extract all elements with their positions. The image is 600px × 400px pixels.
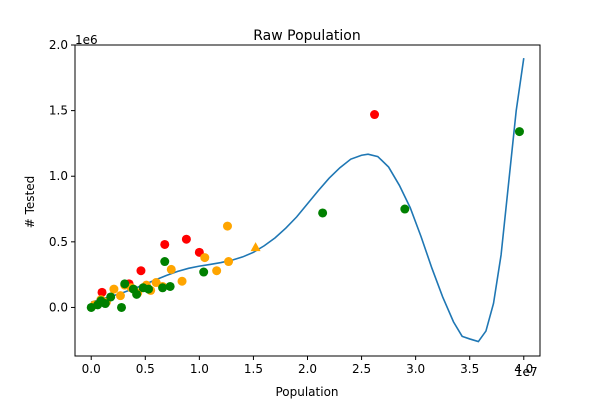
data-point-s3-p6 (120, 279, 130, 289)
data-point-s0-p2 (136, 266, 146, 276)
x-tick-label-7: 3.5 (460, 362, 479, 376)
data-point-s1-p4 (115, 291, 125, 301)
x-tick-label-1: 0.5 (136, 362, 155, 376)
data-point-s1-p15 (212, 266, 222, 276)
data-point-s1-p14 (200, 253, 210, 263)
data-point-s0-p3 (160, 239, 170, 249)
data-point-s1-p3 (109, 284, 119, 294)
data-point-s0-p0 (97, 287, 107, 297)
data-point-s0-p4 (181, 234, 191, 244)
data-point-s2-p0 (250, 242, 261, 252)
x-tick-label-6: 3.0 (406, 362, 425, 376)
data-point-s3-p4 (106, 292, 116, 302)
y-tick-label-3: 1.5 (49, 104, 68, 118)
data-point-s3-p13 (165, 281, 175, 291)
x-tick-label-0: 0.0 (82, 362, 101, 376)
data-point-s3-p12 (160, 257, 170, 267)
data-point-s3-p10 (144, 284, 154, 294)
x-tick-label-2: 1.0 (190, 362, 209, 376)
x-offset-label: 1e7 (515, 365, 538, 379)
data-point-s3-p14 (199, 267, 209, 277)
y-offset-label: 1e6 (75, 33, 98, 47)
data-point-s3-p3 (100, 299, 110, 309)
data-point-s3-p16 (400, 204, 410, 214)
data-point-s1-p16 (224, 257, 234, 267)
data-point-s1-p17 (222, 221, 232, 231)
data-point-s3-p15 (318, 208, 328, 218)
data-point-s3-p11 (158, 283, 168, 293)
y-tick-label-0: 0.0 (49, 300, 68, 314)
x-tick-label-5: 2.5 (352, 362, 371, 376)
x-axis-label: Population (275, 385, 338, 399)
x-tick-label-8: 4.0 (514, 362, 533, 376)
data-point-s3-p5 (117, 302, 126, 312)
data-point-s1-p10 (151, 278, 161, 288)
plot-area: 0.0 0.5 1.0 1.5 2.0 2.5 3.0 3.5 4.0 0.0 0.5 1.0 1.5 2… (49, 38, 541, 376)
y-tick-label-1: 0.5 (49, 235, 68, 249)
y-tick-label-2: 1.0 (49, 169, 68, 183)
data-point-s3-p8 (132, 289, 142, 299)
chart-title: Raw Population (253, 28, 360, 44)
data-point-s1-p13 (177, 276, 187, 286)
data-point-s0-p6 (370, 110, 380, 120)
x-tick-label-4: 2.0 (298, 362, 317, 376)
y-tick-label-4: 2.0 (49, 38, 68, 52)
data-point-s3-p17 (514, 127, 524, 137)
fit-line (90, 58, 525, 343)
x-tick-label-3: 1.5 (244, 362, 263, 376)
data-point-s1-p12 (166, 264, 176, 274)
y-axis-label: # Tested (23, 176, 37, 229)
